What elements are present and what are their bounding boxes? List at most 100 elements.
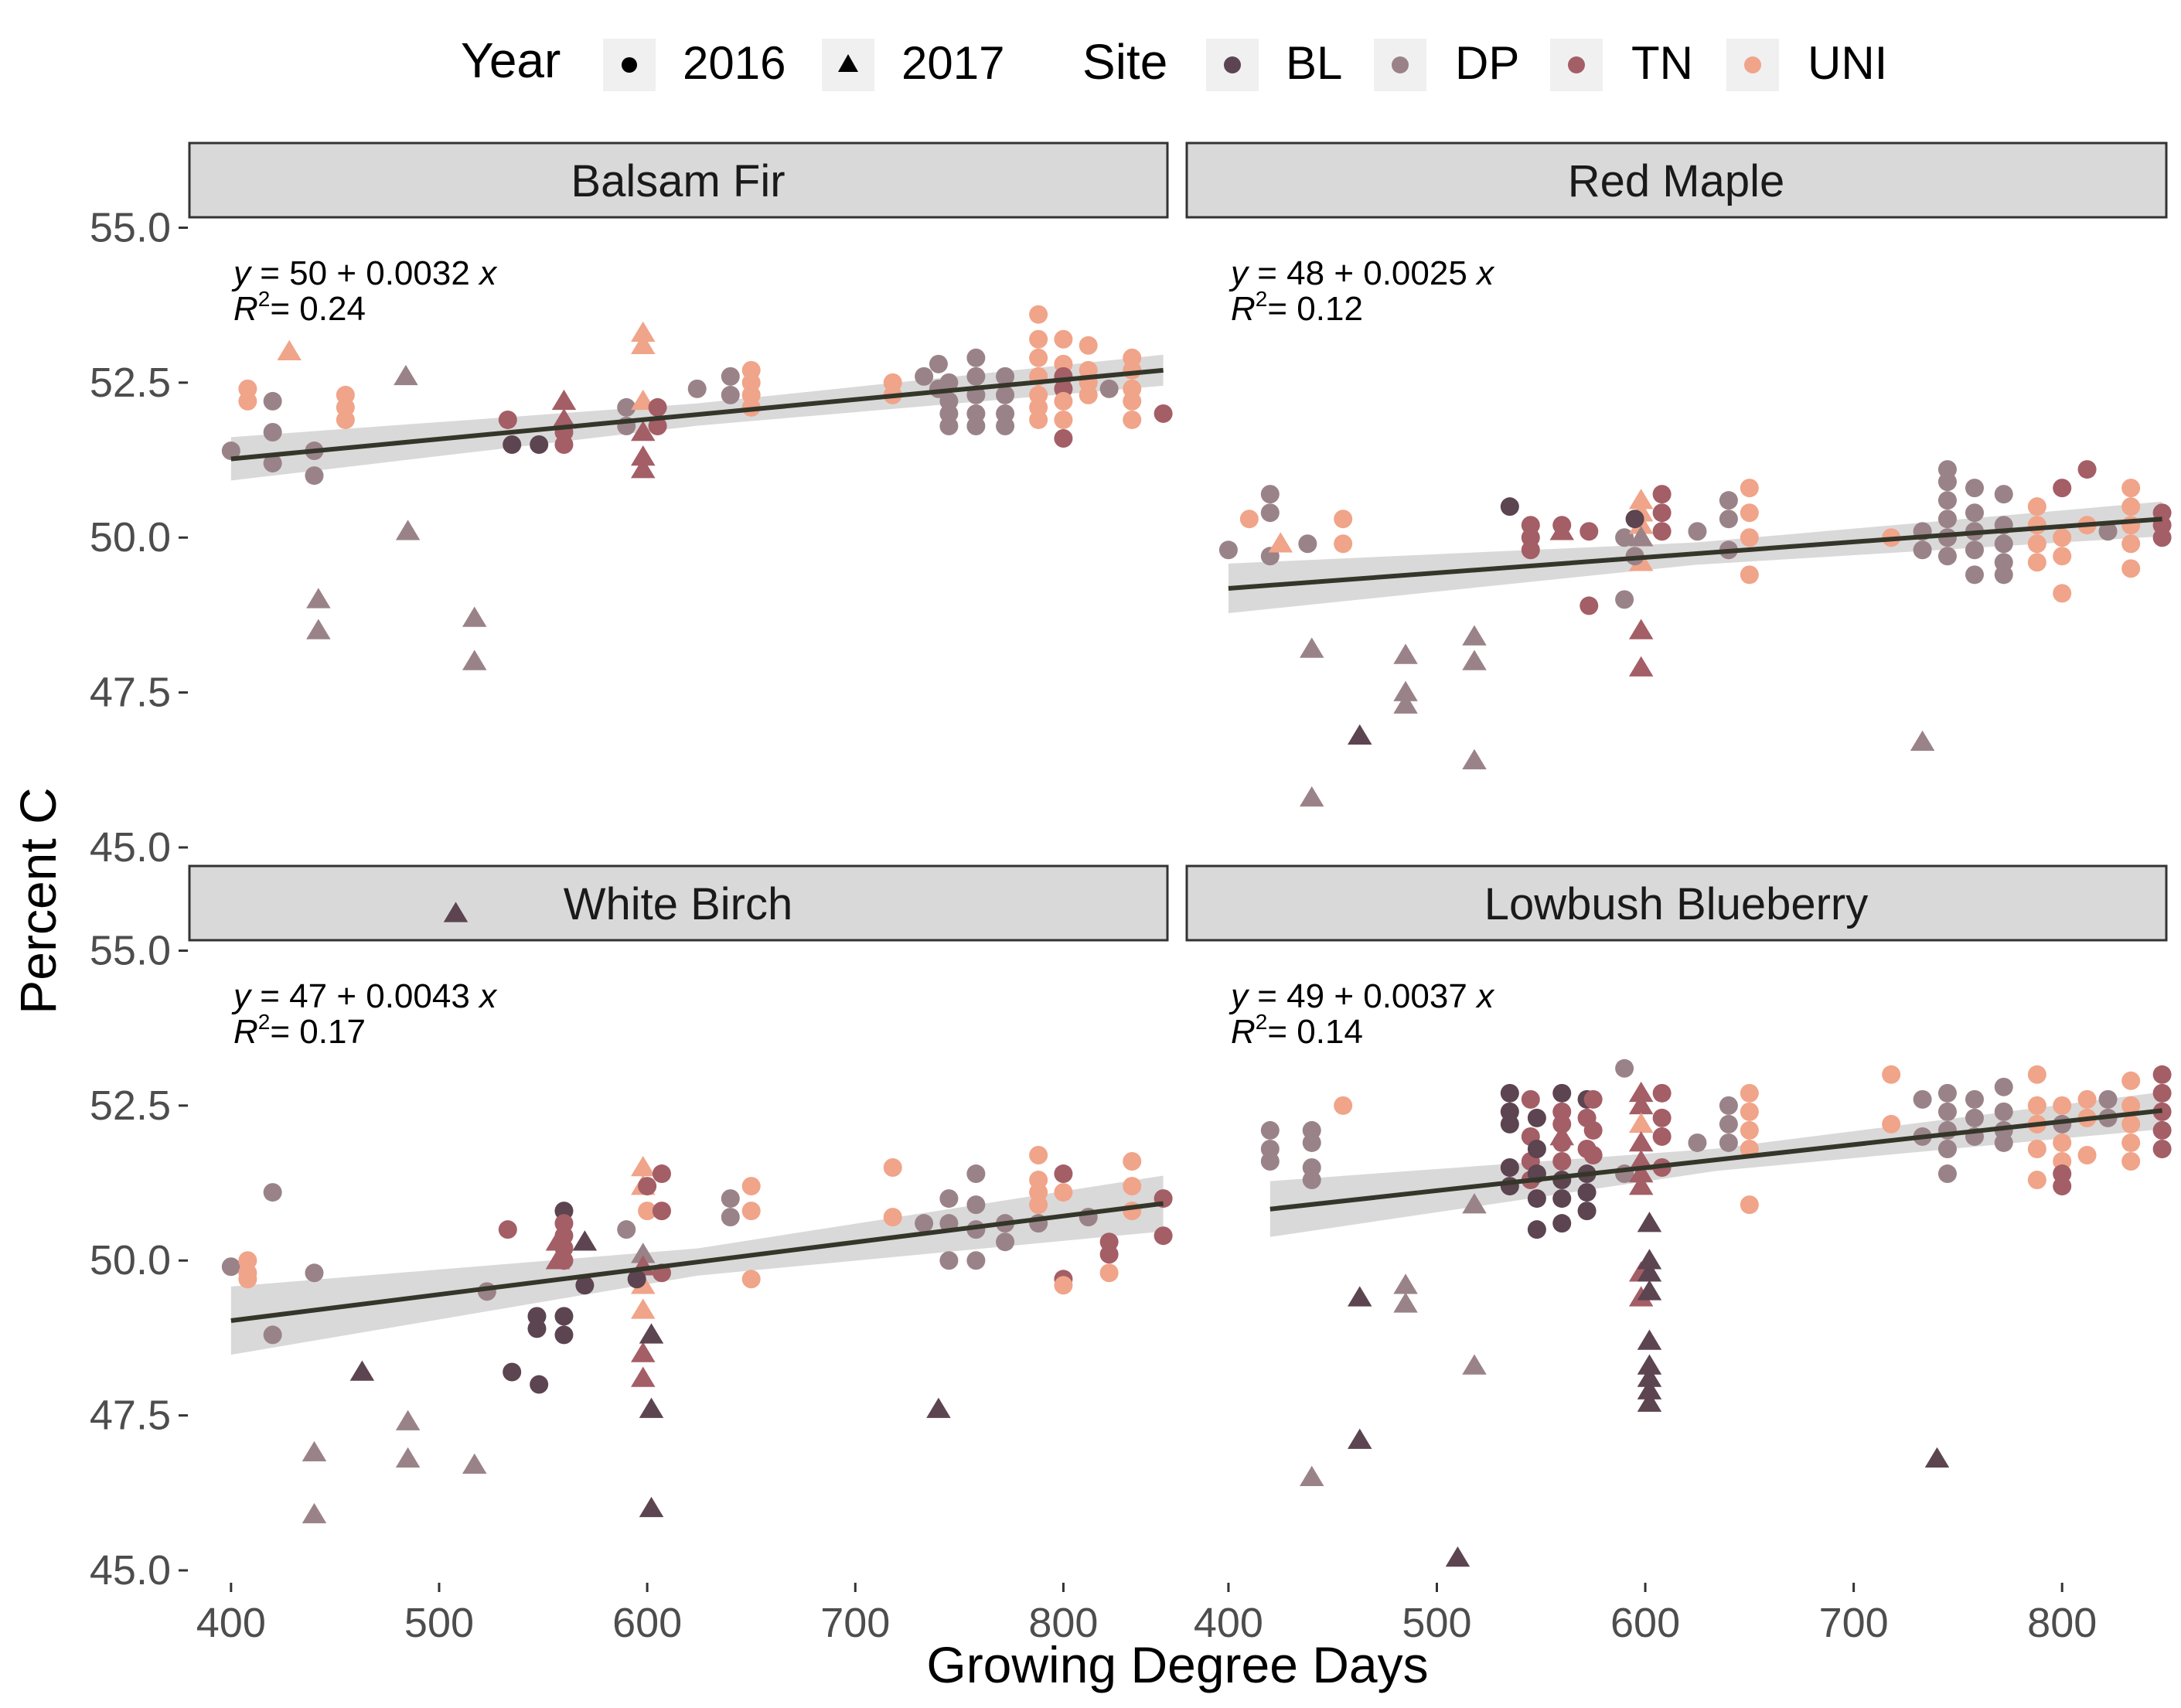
data-point-2017 — [306, 588, 331, 609]
data-point-2017 — [1299, 786, 1324, 807]
svg-text:y = 49 + 0.0037 x: y = 49 + 0.0037 x — [1229, 977, 1495, 1015]
data-point-2016 — [530, 435, 549, 455]
x-tick-label: 700 — [820, 1600, 890, 1646]
data-point-2017 — [1628, 656, 1654, 677]
regression-line — [230, 367, 1164, 462]
data-point-2016 — [263, 391, 282, 411]
data-point-2016 — [1937, 472, 1957, 492]
data-point-2016 — [996, 1232, 1015, 1252]
data-point-2016 — [1334, 510, 1353, 529]
data-point-2016 — [503, 435, 522, 455]
data-point-2017 — [1637, 1249, 1662, 1270]
data-point-2017 — [1637, 1366, 1662, 1387]
data-point-2016 — [638, 1202, 657, 1221]
data-point-2017 — [306, 619, 331, 639]
data-point-2016 — [498, 1220, 517, 1239]
data-point-2016 — [263, 1325, 282, 1345]
data-point-2016 — [1719, 510, 1738, 529]
axis-layer: 45.0 47.5 50.0 52.5 55.0 45.0 47.5 50.0 52.5 55.0… — [90, 204, 2097, 1646]
data-point-2017 — [1637, 1329, 1662, 1350]
data-point-2016 — [1740, 1120, 1759, 1140]
x-tick-label: 700 — [1819, 1600, 1889, 1646]
data-point-2016 — [1260, 485, 1280, 504]
data-point-2017 — [302, 1502, 327, 1524]
data-point-2016 — [2121, 1114, 2141, 1134]
data-point-2016 — [1652, 503, 1672, 523]
data-point-2017 — [630, 1342, 656, 1362]
legend-symbol-tn — [1568, 56, 1585, 73]
data-point-2016 — [2121, 497, 2141, 516]
y-tick-label: 55.0 — [90, 204, 171, 251]
data-point-2017 — [545, 1230, 571, 1251]
data-point-2017 — [630, 1298, 656, 1319]
data-point-2016 — [1719, 1133, 1738, 1152]
data-point-2016 — [1054, 329, 1073, 349]
data-point-2016 — [1740, 565, 1759, 585]
data-point-2016 — [554, 435, 574, 455]
r2-value: = 0.24 — [270, 290, 366, 328]
data-point-2016 — [1615, 528, 1634, 547]
data-point-2016 — [1527, 1220, 1546, 1239]
data-point-2016 — [1719, 491, 1738, 510]
data-point-2016 — [1302, 1171, 1321, 1190]
data-point-2016 — [996, 385, 1015, 404]
data-point-2017 — [639, 1496, 664, 1518]
data-point-2016 — [1580, 522, 1599, 541]
data-point-2016 — [238, 1270, 257, 1289]
data-point-2016 — [1740, 1083, 1759, 1103]
eq-x-var: x — [1475, 254, 1495, 292]
data-point-2017 — [1393, 1292, 1418, 1313]
data-point-2016 — [939, 1189, 959, 1209]
data-point-2016 — [996, 416, 1015, 435]
r2-value: = 0.17 — [270, 1013, 366, 1051]
data-point-2016 — [1625, 510, 1644, 529]
data-point-2016 — [1994, 1133, 2013, 1152]
data-point-2017 — [630, 1366, 656, 1387]
data-point-2017 — [630, 333, 656, 355]
legend-label-tn: TN — [1631, 37, 1693, 89]
r2-value: = 0.14 — [1267, 1013, 1363, 1051]
data-point-2016 — [1500, 1114, 1519, 1134]
data-point-2016 — [1965, 1108, 1984, 1127]
r2-sup: 2 — [1256, 1010, 1268, 1034]
data-point-2016 — [648, 397, 667, 417]
data-point-2016 — [627, 1270, 646, 1289]
data-point-2017 — [630, 1156, 656, 1177]
legend-label-2016: 2016 — [683, 37, 786, 89]
data-point-2016 — [996, 366, 1015, 386]
data-point-2016 — [1552, 1083, 1572, 1103]
data-point-2016 — [1740, 1102, 1759, 1121]
svg-text:y = 47 + 0.0043 x: y = 47 + 0.0043 x — [231, 977, 498, 1015]
eq-x-var: x — [478, 977, 498, 1015]
x-tick-label: 800 — [1028, 1600, 1098, 1646]
data-point-2017 — [1637, 1354, 1662, 1375]
data-point-2016 — [1552, 1214, 1572, 1233]
data-point-2016 — [305, 466, 324, 486]
data-point-2017 — [462, 606, 487, 627]
data-point-2017 — [1628, 1174, 1654, 1195]
data-point-2017 — [630, 458, 656, 479]
y-tick-label: 47.5 — [90, 1393, 171, 1439]
data-point-2016 — [1583, 1089, 1603, 1109]
data-point-2016 — [939, 1251, 959, 1270]
data-point-2017 — [630, 445, 656, 466]
x-tick-label: 500 — [404, 1600, 474, 1646]
data-point-2016 — [1029, 329, 1048, 349]
data-point-2017 — [395, 1447, 421, 1468]
data-point-2017 — [630, 420, 656, 441]
facet-strip-balsam-fir: Balsam Fir — [188, 141, 1169, 219]
data-point-2017 — [1637, 1391, 1662, 1412]
data-point-2016 — [2152, 1120, 2172, 1140]
data-point-2016 — [2027, 1096, 2046, 1115]
data-point-2016 — [2152, 1139, 2172, 1158]
eq-rhs: = 49 + 0.0037 — [1257, 977, 1467, 1015]
data-point-2016 — [305, 1263, 324, 1283]
x-tick-label: 500 — [1402, 1600, 1471, 1646]
data-point-2016 — [1260, 503, 1280, 523]
data-point-2016 — [1054, 1183, 1073, 1202]
facet-title-balsam-fir: Balsam Fir — [571, 156, 785, 206]
data-point-2016 — [1527, 1139, 1546, 1158]
data-point-2016 — [1965, 503, 1984, 523]
